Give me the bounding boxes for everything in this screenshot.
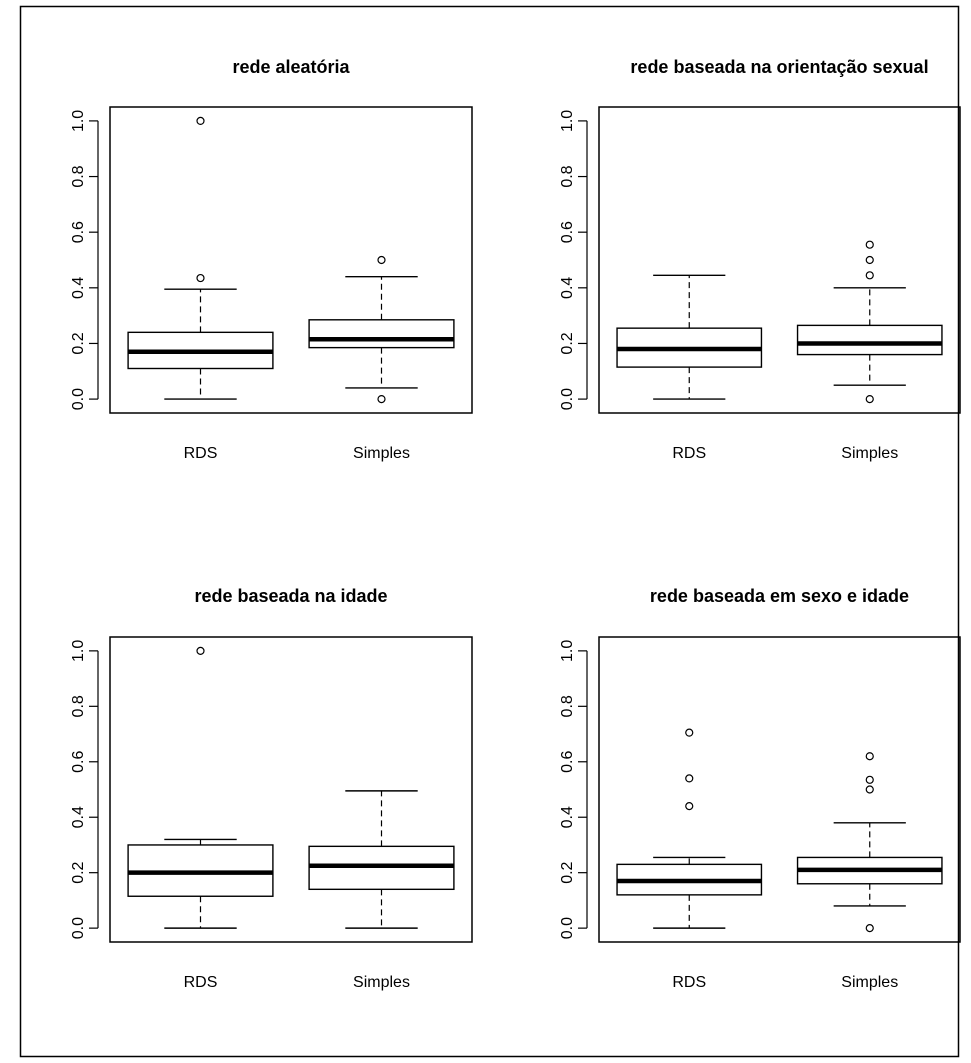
x-category-label: Simples <box>841 445 898 462</box>
outlier-point <box>865 240 874 249</box>
box-rds <box>127 116 274 400</box>
box-simples <box>308 790 455 929</box>
outlier-point <box>865 255 874 265</box>
box-simples <box>308 255 455 404</box>
outlier-point <box>196 273 205 283</box>
y-tick-label: 1.0 <box>559 640 576 662</box>
outlier-point <box>865 775 874 784</box>
outlier-point <box>196 116 205 126</box>
y-tick-label: 0.2 <box>559 861 576 883</box>
plot-frame <box>109 636 473 943</box>
y-tick-label: 0.6 <box>70 221 87 243</box>
y-tick-label: 1.0 <box>70 110 87 132</box>
x-category-label: Simples <box>841 974 898 991</box>
x-category-label: RDS <box>184 974 218 991</box>
y-tick-label: 1.0 <box>559 110 576 132</box>
y-tick-label: 0.0 <box>70 917 87 939</box>
plot-frame <box>109 106 473 414</box>
box-rds <box>616 274 763 400</box>
y-tick-label: 0.0 <box>559 388 576 410</box>
y-tick-label: 0.4 <box>559 806 576 828</box>
x-category-label: RDS <box>184 445 218 462</box>
box-simples <box>796 752 943 933</box>
y-tick-label: 0.2 <box>70 861 87 883</box>
outlier-point <box>865 785 874 794</box>
figure-frame <box>19 5 960 1058</box>
chart-title: rede aleatória <box>232 57 350 77</box>
y-tick-label: 0.6 <box>70 751 87 773</box>
outlier-point <box>196 646 205 655</box>
y-tick-label: 0.0 <box>70 388 87 410</box>
y-tick-label: 0.2 <box>70 332 87 354</box>
box-rds <box>127 646 274 929</box>
y-tick-label: 0.4 <box>70 806 87 828</box>
outlier-point <box>377 394 386 404</box>
box-iqr <box>308 319 455 349</box>
outlier-point <box>865 752 874 761</box>
chart-title: rede baseada na orientação sexual <box>630 57 928 77</box>
outlier-point <box>865 271 874 280</box>
y-tick-label: 0.0 <box>559 917 576 939</box>
y-tick-label: 0.2 <box>559 332 576 354</box>
outlier-point <box>685 774 694 783</box>
outlier-point <box>685 802 694 811</box>
box-iqr <box>796 324 943 356</box>
y-tick-label: 0.8 <box>559 695 576 717</box>
chart-title: rede baseada em sexo e idade <box>650 586 909 606</box>
outlier-point <box>685 728 694 737</box>
y-tick-label: 0.4 <box>559 277 576 299</box>
plot-frame <box>598 636 961 943</box>
chart-panel: rede baseada em sexo e idade 0.0 0.2 0.4 0.6… <box>559 586 961 991</box>
box-rds <box>616 728 763 929</box>
outlier-point <box>865 394 874 404</box>
x-category-label: RDS <box>672 974 706 991</box>
y-tick-label: 0.6 <box>559 751 576 773</box>
y-tick-label: 0.8 <box>559 165 576 187</box>
y-tick-label: 0.4 <box>70 277 87 299</box>
y-tick-label: 0.8 <box>70 165 87 187</box>
box-simples <box>796 240 943 404</box>
y-tick-label: 1.0 <box>70 640 87 662</box>
plot-frame <box>598 106 961 414</box>
y-tick-label: 0.6 <box>559 221 576 243</box>
x-category-label: RDS <box>672 445 706 462</box>
y-tick-label: 0.8 <box>70 695 87 717</box>
chart-title: rede baseada na idade <box>194 586 387 606</box>
outlier-point <box>377 255 386 265</box>
chart-panel: rede aleatória 0.0 0.2 0.4 0.6 0.8 1.0 RDS Simpl… <box>70 57 473 462</box>
outlier-point <box>865 924 874 933</box>
x-category-label: Simples <box>353 974 410 991</box>
chart-panel: rede baseada na idade 0.0 0.2 0.4 0.6 0.8 1.0 R… <box>70 586 473 991</box>
chart-panel: rede baseada na orientação sexual 0.0 0.2 0… <box>559 57 961 462</box>
x-category-label: Simples <box>353 445 410 462</box>
